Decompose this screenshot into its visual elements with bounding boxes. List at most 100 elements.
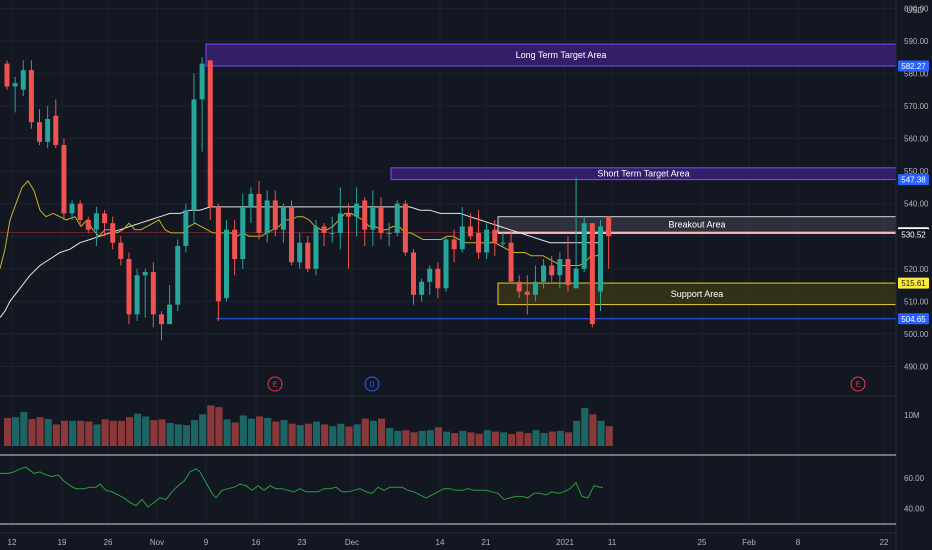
candle[interactable] [492,219,498,256]
candle[interactable] [12,76,18,113]
candle[interactable] [69,200,75,220]
candle[interactable] [207,60,213,220]
candle[interactable] [118,236,124,266]
candle[interactable] [516,275,522,299]
candle[interactable] [142,268,148,318]
candle[interactable] [264,190,270,243]
candle[interactable] [305,236,311,273]
candle-body [321,226,327,233]
event-marker[interactable]: D [364,376,380,392]
candle[interactable] [313,219,319,276]
volume-bar [166,422,174,446]
candle[interactable] [167,285,173,325]
candle[interactable] [93,206,99,246]
volume-bar [564,432,573,446]
candle[interactable] [549,255,555,282]
candle[interactable] [435,262,441,299]
candle[interactable] [110,216,116,250]
candle[interactable] [150,262,156,328]
candle[interactable] [345,203,351,269]
candle[interactable] [280,203,286,243]
candle[interactable] [337,187,343,250]
candle[interactable] [45,105,51,149]
candle-body [126,259,132,315]
candle[interactable] [28,60,34,129]
candle[interactable] [61,138,67,220]
candle[interactable] [606,216,612,269]
candle[interactable] [354,187,360,237]
candle[interactable] [248,187,254,224]
candle[interactable] [321,223,327,246]
candle-body [524,291,530,295]
candle[interactable] [232,219,238,276]
candle[interactable] [175,239,181,312]
candle[interactable] [443,236,449,292]
volume-bar [247,418,256,446]
candle[interactable] [158,311,164,341]
candle[interactable] [451,229,457,263]
candle[interactable] [77,200,83,227]
candle[interactable] [370,190,376,246]
candle[interactable] [524,275,530,315]
candle[interactable] [362,197,368,246]
candle[interactable] [508,229,514,282]
candle[interactable] [467,213,473,240]
candle[interactable] [589,223,595,328]
candle[interactable] [85,216,91,233]
candle[interactable] [597,219,603,312]
candle[interactable] [4,60,10,90]
candle[interactable] [565,236,571,292]
candle[interactable] [53,99,59,149]
candle[interactable] [427,265,433,295]
candle[interactable] [240,193,246,269]
candle[interactable] [183,203,189,253]
candle[interactable] [289,200,295,266]
level-lines[interactable] [0,232,896,320]
candle[interactable] [199,57,205,152]
candle[interactable] [532,265,538,302]
volume-bar [288,423,296,446]
candle[interactable] [191,73,197,224]
candle[interactable] [411,249,416,305]
candle[interactable] [484,223,490,259]
candle[interactable] [224,219,230,302]
candle[interactable] [378,197,384,240]
candle[interactable] [297,232,303,269]
candle[interactable] [581,216,587,273]
candle[interactable] [20,60,26,97]
candle[interactable] [256,180,262,240]
volume-bar [418,430,426,446]
price-badge: 547.38 [898,174,929,186]
candle[interactable] [476,210,482,259]
volume-bar [36,417,44,446]
candle[interactable] [419,278,425,302]
candle[interactable] [126,252,132,325]
candles[interactable] [4,57,612,341]
candle[interactable] [215,203,221,321]
candle[interactable] [102,210,108,237]
volume-bar [475,433,483,446]
candle-body [370,206,376,230]
event-marker[interactable]: E [267,376,283,392]
candle[interactable] [500,232,506,246]
event-marker[interactable]: E [850,376,866,392]
candle[interactable] [541,259,547,289]
candle-body [500,242,506,244]
candle[interactable] [386,223,392,246]
candle[interactable] [272,190,278,237]
candle[interactable] [402,200,408,256]
candle[interactable] [394,200,400,237]
volume-bar [109,420,117,446]
price-badge-label: 530.52 [901,231,926,240]
candle[interactable] [573,177,579,289]
candle[interactable] [329,216,335,243]
candle[interactable] [557,252,563,289]
candle[interactable] [134,268,140,321]
candle[interactable] [459,206,465,253]
candle[interactable] [37,109,43,146]
candle-body [313,226,319,269]
price-badge-bg [898,229,929,241]
currency-label[interactable]: USD [907,6,924,15]
